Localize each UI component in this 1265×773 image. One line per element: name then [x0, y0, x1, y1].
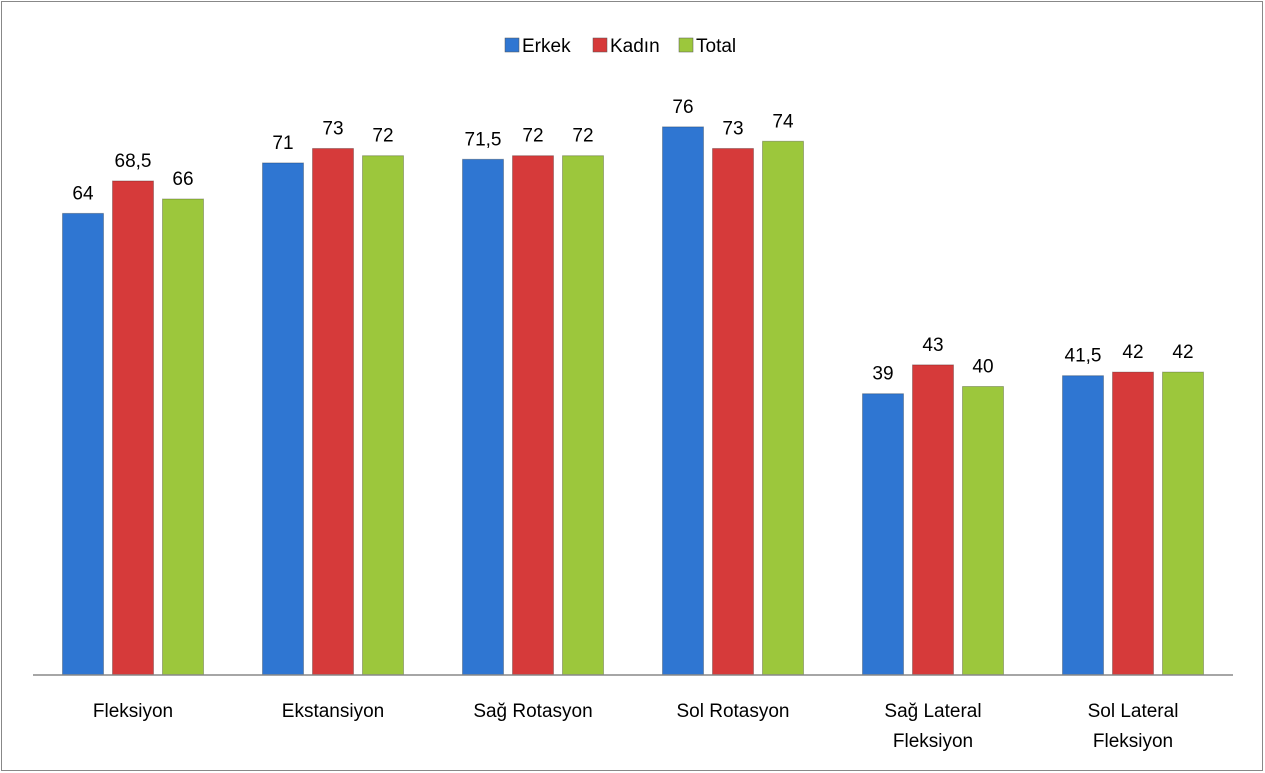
data-label: 40	[972, 357, 993, 378]
x-tick-label: Sağ Rotasyon	[473, 701, 593, 722]
bar	[762, 140, 804, 676]
x-tick-label: Sol Lateral Fleksiyon	[1087, 701, 1179, 752]
data-label: 42	[1122, 342, 1143, 363]
bar	[362, 155, 404, 676]
legend-swatch	[678, 37, 694, 53]
x-tick-label: Sol Rotasyon	[676, 701, 790, 722]
bar	[162, 198, 204, 676]
data-label: 68,5	[115, 151, 152, 172]
data-label: 72	[522, 126, 543, 147]
data-label: 43	[922, 335, 943, 356]
bar	[262, 162, 304, 676]
bar	[512, 155, 554, 676]
bar	[312, 147, 354, 676]
data-label: 64	[72, 183, 94, 204]
data-label: 72	[372, 126, 393, 147]
bar	[112, 180, 154, 676]
data-label: 39	[872, 364, 893, 385]
data-label: 73	[722, 118, 743, 139]
x-tick-label: Fleksiyon	[92, 701, 174, 722]
data-label: 74	[772, 111, 794, 132]
bar	[562, 155, 604, 676]
bar	[1162, 371, 1204, 676]
legend-label: Erkek	[522, 36, 571, 57]
bar	[862, 393, 904, 676]
bar	[62, 212, 104, 676]
legend-swatch	[592, 37, 608, 53]
bar	[462, 158, 504, 676]
bar	[962, 386, 1004, 676]
data-label: 71,5	[465, 129, 502, 150]
bar	[712, 147, 754, 676]
bar	[1112, 371, 1154, 676]
bar	[1062, 375, 1104, 676]
data-label: 41,5	[1065, 346, 1102, 367]
bar	[912, 364, 954, 676]
legend-label: Kadın	[610, 36, 660, 57]
data-label: 42	[1172, 342, 1193, 363]
data-label: 76	[672, 97, 693, 118]
bar	[662, 126, 704, 676]
legend-swatch	[504, 37, 520, 53]
x-tick-label: Sağ Lateral Fleksiyon	[884, 701, 982, 752]
data-label: 72	[572, 126, 593, 147]
x-tick-label: Ekstansiyon	[281, 701, 385, 722]
data-label: 71	[272, 133, 293, 154]
data-label: 66	[172, 169, 193, 190]
data-label: 73	[322, 118, 343, 139]
legend-label: Total	[696, 36, 736, 57]
